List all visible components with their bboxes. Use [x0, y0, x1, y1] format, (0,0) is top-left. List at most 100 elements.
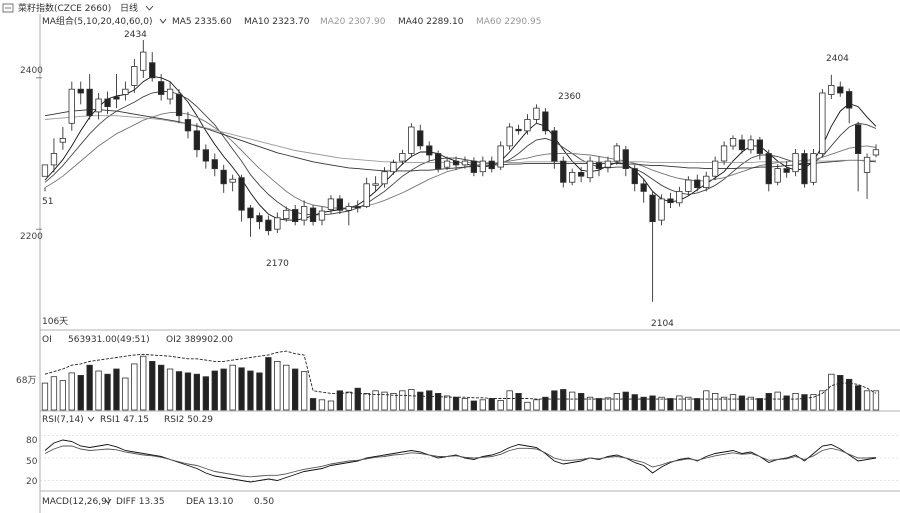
candle-body[interactable]: [551, 130, 558, 162]
candle-body[interactable]: [872, 149, 880, 156]
candle-body[interactable]: [640, 183, 647, 192]
candle-body[interactable]: [720, 145, 728, 162]
candle-body[interactable]: [783, 168, 790, 173]
candle-body[interactable]: [291, 209, 299, 223]
candle-body[interactable]: [229, 178, 236, 183]
candle-body[interactable]: [470, 160, 478, 173]
candle-body[interactable]: [274, 217, 281, 230]
candle-body[interactable]: [408, 126, 415, 154]
rsi-label[interactable]: RSI(7,14): [42, 415, 84, 425]
candle-body[interactable]: [586, 160, 594, 179]
candle-body[interactable]: [256, 215, 263, 223]
candle-body[interactable]: [819, 92, 826, 154]
candle-body[interactable]: [175, 94, 183, 117]
candle-body[interactable]: [515, 128, 522, 132]
candle-body[interactable]: [595, 162, 603, 170]
candle-body[interactable]: [738, 139, 746, 151]
candle-body[interactable]: [461, 160, 469, 166]
candle-body[interactable]: [828, 85, 835, 95]
chevron-down-icon[interactable]: [145, 5, 154, 11]
candle-body[interactable]: [211, 159, 218, 170]
candle-body[interactable]: [604, 160, 612, 168]
candle-body[interactable]: [631, 168, 638, 185]
candle-body[interactable]: [622, 149, 629, 169]
candle-body[interactable]: [578, 171, 585, 177]
candle-body[interactable]: [506, 126, 513, 147]
candle-body[interactable]: [667, 198, 674, 204]
candle-body[interactable]: [238, 177, 245, 211]
candle-body[interactable]: [372, 183, 379, 186]
candle-body[interactable]: [685, 179, 692, 192]
candle-body[interactable]: [157, 81, 165, 95]
candle-body[interactable]: [122, 88, 129, 95]
candle-body[interactable]: [59, 137, 66, 143]
candle-body[interactable]: [140, 51, 147, 71]
candle-body[interactable]: [193, 130, 201, 151]
candle-body[interactable]: [792, 153, 799, 173]
candle-body[interactable]: [417, 130, 424, 147]
candle-body[interactable]: [265, 219, 272, 232]
candle-body[interactable]: [497, 145, 504, 168]
candle-body[interactable]: [569, 171, 576, 183]
period-selector[interactable]: 日线: [120, 2, 138, 14]
candle-body[interactable]: [524, 119, 531, 132]
candle-body[interactable]: [801, 153, 808, 185]
candle-body[interactable]: [345, 206, 352, 211]
candle-body[interactable]: [855, 124, 862, 155]
candle-body[interactable]: [86, 88, 93, 117]
candle-body[interactable]: [363, 183, 370, 207]
candle-body[interactable]: [166, 88, 174, 100]
candle-body[interactable]: [131, 66, 138, 86]
candle-body[interactable]: [426, 145, 433, 156]
candle-body[interactable]: [837, 86, 844, 94]
candle-body[interactable]: [488, 160, 495, 170]
candle-body[interactable]: [354, 206, 361, 209]
candle-body[interactable]: [77, 88, 84, 94]
candle-body[interactable]: [113, 96, 120, 100]
candle-body[interactable]: [381, 171, 388, 185]
candle-body[interactable]: [283, 209, 290, 220]
candlesticks[interactable]: [41, 40, 880, 302]
ma-dropdown-icon[interactable]: [159, 18, 167, 24]
candle-body[interactable]: [336, 198, 344, 211]
candle-body[interactable]: [327, 198, 335, 210]
collapse-icon[interactable]: [2, 3, 14, 13]
candle-body[interactable]: [434, 153, 442, 170]
candle-body[interactable]: [729, 137, 737, 147]
volume-label[interactable]: OI: [42, 335, 52, 345]
candle-body[interactable]: [399, 153, 406, 162]
candle-body[interactable]: [676, 190, 683, 204]
candle-body[interactable]: [533, 107, 540, 120]
candle-body[interactable]: [452, 160, 460, 166]
candle-body[interactable]: [247, 207, 254, 219]
candle-body[interactable]: [149, 62, 156, 79]
candle-body[interactable]: [613, 145, 620, 162]
ma-combo-label[interactable]: MA组合(5,10,20,40,60,0): [42, 15, 153, 27]
candle-body[interactable]: [309, 207, 317, 223]
candle-body[interactable]: [95, 98, 102, 113]
candle-body[interactable]: [104, 98, 111, 107]
candle-body[interactable]: [712, 160, 719, 177]
candle-body[interactable]: [443, 160, 451, 168]
candle-body[interactable]: [300, 206, 308, 221]
candle-body[interactable]: [390, 162, 397, 173]
candle-body[interactable]: [50, 153, 58, 166]
candle-body[interactable]: [68, 88, 75, 124]
macd-dropdown-icon[interactable]: [104, 498, 112, 504]
candle-body[interactable]: [747, 139, 754, 151]
rsi-dropdown-icon[interactable]: [87, 416, 95, 422]
candle-body[interactable]: [810, 153, 817, 183]
candle-body[interactable]: [318, 210, 326, 221]
candle-body[interactable]: [846, 91, 853, 109]
candle-body[interactable]: [765, 153, 772, 185]
candle-body[interactable]: [560, 160, 567, 183]
candle-body[interactable]: [774, 168, 781, 183]
candle-body[interactable]: [479, 160, 487, 173]
candle-body[interactable]: [703, 175, 710, 188]
macd-label[interactable]: MACD(12,26,9): [42, 497, 110, 507]
candle-body[interactable]: [863, 156, 871, 173]
candle-body[interactable]: [41, 164, 49, 177]
candle-body[interactable]: [220, 169, 227, 185]
candle-body[interactable]: [694, 179, 701, 188]
